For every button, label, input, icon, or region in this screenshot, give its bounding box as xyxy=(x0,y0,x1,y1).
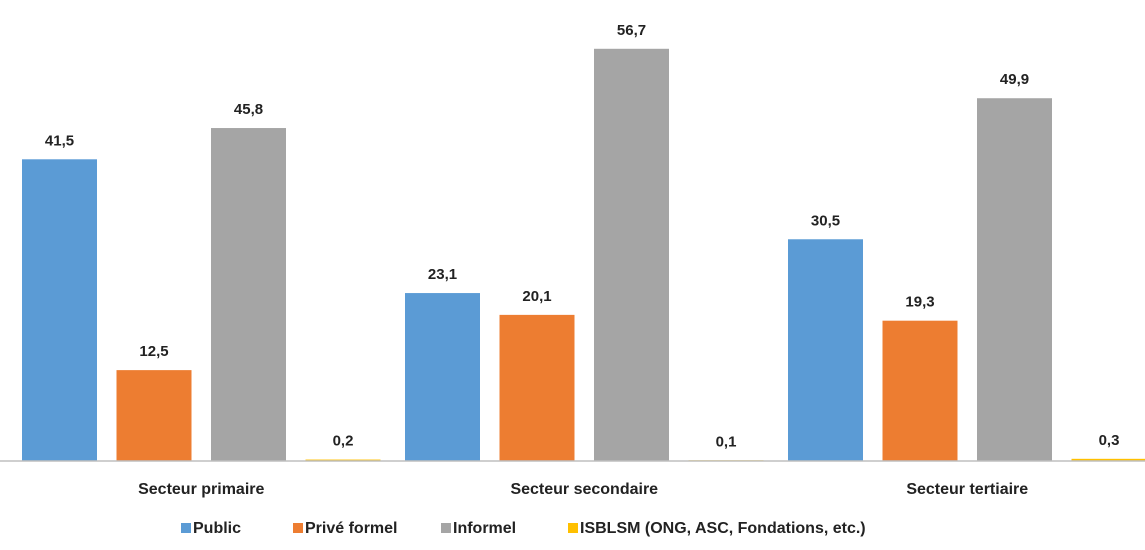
bar-public-secteur-secondaire xyxy=(405,293,480,461)
bar-informel-secteur-secondaire xyxy=(594,49,669,461)
category-label-secteur-tertiaire: Secteur tertiaire xyxy=(906,481,1028,498)
legend-label-public: Public xyxy=(193,520,241,537)
bar-prive-formel-secteur-tertiaire xyxy=(883,321,958,461)
value-label-public-secteur-secondaire: 23,1 xyxy=(428,266,457,283)
value-label-informel-secteur-primaire: 45,8 xyxy=(234,101,263,118)
value-label-isblsm-ong-asc-fondations-etc-secteur-primaire: 0,2 xyxy=(333,433,354,450)
value-label-prive-formel-secteur-primaire: 12,5 xyxy=(139,343,168,360)
value-label-isblsm-ong-asc-fondations-etc-secteur-tertiaire: 0,3 xyxy=(1099,432,1120,449)
bars-layer xyxy=(22,49,1145,461)
bar-public-secteur-tertiaire xyxy=(788,239,863,461)
value-label-public-secteur-primaire: 41,5 xyxy=(45,132,74,149)
value-label-public-secteur-tertiaire: 30,5 xyxy=(811,212,840,229)
legend-swatch-informel xyxy=(441,523,451,533)
category-label-secteur-primaire: Secteur primaire xyxy=(138,481,264,498)
category-labels-layer: Secteur primaire Secteur secondaire Secteu… xyxy=(138,481,1028,498)
legend-label-informel: Informel xyxy=(453,520,516,537)
bar-informel-secteur-primaire xyxy=(211,128,286,461)
bar-prive-formel-secteur-secondaire xyxy=(500,315,575,461)
value-labels-layer: 41,5 12,5 45,8 0,2 23,1 20,1 56,7 0,1 30,5 19,3 49… xyxy=(45,22,1120,450)
bar-prive-formel-secteur-primaire xyxy=(117,370,192,461)
value-label-informel-secteur-tertiaire: 49,9 xyxy=(1000,71,1029,88)
value-label-prive-formel-secteur-tertiaire: 19,3 xyxy=(905,294,934,311)
legend-swatch-public xyxy=(181,523,191,533)
bar-informel-secteur-tertiaire xyxy=(977,98,1052,461)
legend-swatch-prive-formel xyxy=(293,523,303,533)
value-label-prive-formel-secteur-secondaire: 20,1 xyxy=(522,288,551,305)
category-label-secteur-secondaire: Secteur secondaire xyxy=(510,481,658,498)
legend-label-isblsm-ong-asc-fondations-etc: ISBLSM (ONG, ASC, Fondations, etc.) xyxy=(580,520,866,537)
legend-label-prive-formel: Privé formel xyxy=(305,520,397,537)
legend: Public Privé formel Informel ISBLSM (ONG, A… xyxy=(181,520,866,537)
bar-public-secteur-primaire xyxy=(22,159,97,461)
legend-swatch-isblsm-ong-asc-fondations-etc xyxy=(568,523,578,533)
value-label-isblsm-ong-asc-fondations-etc-secteur-secondaire: 0,1 xyxy=(716,433,737,450)
value-label-informel-secteur-secondaire: 56,7 xyxy=(617,22,646,39)
